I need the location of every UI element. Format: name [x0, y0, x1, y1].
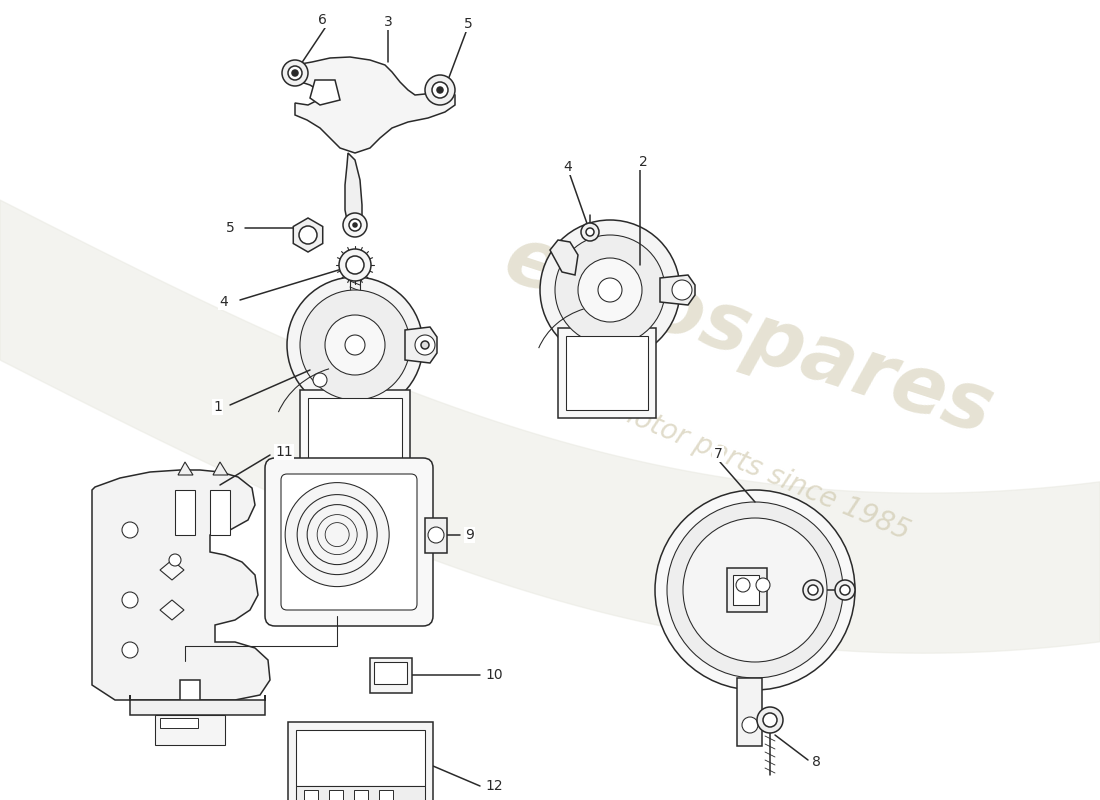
Polygon shape [558, 328, 656, 418]
Circle shape [683, 518, 827, 662]
Circle shape [586, 228, 594, 236]
Bar [379, 790, 393, 800]
Circle shape [835, 580, 855, 600]
Circle shape [353, 223, 358, 227]
Circle shape [343, 213, 367, 237]
Circle shape [757, 707, 783, 733]
Polygon shape [345, 153, 362, 228]
Bar [727, 568, 767, 612]
Bar [733, 575, 759, 605]
Polygon shape [130, 695, 265, 715]
Text: 6: 6 [318, 13, 327, 27]
Text: 9: 9 [465, 528, 474, 542]
Circle shape [672, 280, 692, 300]
Circle shape [756, 578, 770, 592]
Text: 1: 1 [213, 400, 222, 414]
Bar [370, 658, 412, 693]
Polygon shape [310, 80, 340, 105]
Polygon shape [210, 490, 230, 535]
Text: 5: 5 [463, 17, 472, 31]
Circle shape [540, 220, 680, 360]
Bar [288, 722, 433, 800]
Circle shape [736, 578, 750, 592]
Circle shape [428, 527, 444, 543]
Bar [296, 730, 425, 786]
Bar [354, 790, 368, 800]
Circle shape [556, 235, 666, 345]
Circle shape [300, 290, 410, 400]
Text: 10: 10 [485, 668, 503, 682]
Bar [425, 518, 447, 553]
Text: 4: 4 [563, 160, 572, 174]
Circle shape [287, 277, 424, 413]
Text: eurospares: eurospares [494, 220, 1002, 452]
Text: 12: 12 [485, 779, 503, 793]
Circle shape [763, 713, 777, 727]
Circle shape [578, 258, 642, 322]
Polygon shape [175, 490, 195, 535]
Polygon shape [160, 600, 184, 620]
Circle shape [285, 482, 389, 586]
FancyBboxPatch shape [265, 458, 433, 626]
Polygon shape [550, 240, 578, 275]
Text: 11: 11 [275, 445, 293, 459]
Circle shape [346, 256, 364, 274]
Bar [329, 790, 343, 800]
FancyBboxPatch shape [280, 474, 417, 610]
Bar [160, 718, 198, 728]
Bar [296, 786, 425, 800]
Circle shape [437, 87, 443, 93]
Polygon shape [294, 218, 322, 252]
Circle shape [425, 75, 455, 105]
Circle shape [122, 522, 138, 538]
Circle shape [339, 249, 371, 281]
Circle shape [122, 592, 138, 608]
Circle shape [421, 341, 429, 349]
Bar [308, 398, 402, 482]
Circle shape [122, 642, 138, 658]
Circle shape [345, 335, 365, 355]
Circle shape [581, 223, 600, 241]
Text: a motor parts since 1985: a motor parts since 1985 [582, 382, 914, 546]
Polygon shape [660, 275, 695, 305]
Circle shape [288, 66, 302, 80]
Circle shape [803, 580, 823, 600]
Circle shape [667, 502, 843, 678]
Bar [304, 790, 318, 800]
Circle shape [324, 315, 385, 375]
Circle shape [282, 60, 308, 86]
Text: 2: 2 [639, 155, 648, 169]
Circle shape [292, 70, 298, 76]
Circle shape [169, 554, 182, 566]
Text: 7: 7 [714, 447, 723, 461]
Circle shape [314, 373, 327, 387]
Text: 3: 3 [384, 15, 393, 29]
Polygon shape [566, 336, 648, 410]
Polygon shape [405, 327, 437, 363]
Polygon shape [160, 560, 184, 580]
Polygon shape [213, 462, 228, 475]
Circle shape [349, 219, 361, 231]
Bar [300, 390, 410, 490]
Circle shape [654, 490, 855, 690]
Bar [374, 662, 407, 684]
Text: 4: 4 [219, 295, 228, 309]
Text: 8: 8 [812, 755, 821, 769]
Polygon shape [92, 470, 270, 700]
Polygon shape [178, 462, 192, 475]
Bar [350, 275, 360, 310]
Polygon shape [295, 57, 455, 153]
Circle shape [742, 717, 758, 733]
Circle shape [840, 585, 850, 595]
Circle shape [808, 585, 818, 595]
Circle shape [415, 335, 434, 355]
Circle shape [598, 278, 622, 302]
Circle shape [299, 226, 317, 244]
Bar [737, 678, 762, 746]
Circle shape [432, 82, 448, 98]
Text: 5: 5 [227, 221, 235, 235]
Bar [155, 715, 226, 745]
